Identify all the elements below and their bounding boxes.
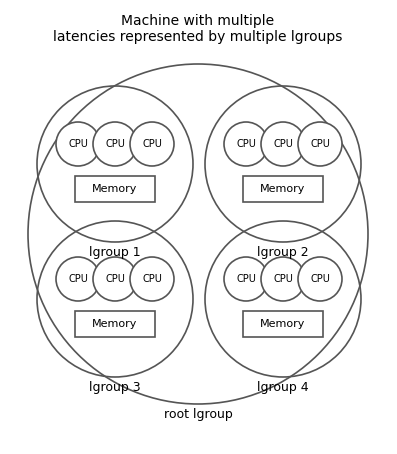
Text: CPU: CPU: [236, 274, 256, 284]
Circle shape: [130, 122, 174, 166]
FancyBboxPatch shape: [243, 176, 323, 202]
Circle shape: [298, 257, 342, 301]
Circle shape: [93, 257, 137, 301]
Text: CPU: CPU: [273, 274, 293, 284]
Text: CPU: CPU: [68, 274, 88, 284]
Circle shape: [56, 257, 100, 301]
Text: CPU: CPU: [273, 139, 293, 149]
Text: CPU: CPU: [68, 139, 88, 149]
Text: CPU: CPU: [142, 274, 162, 284]
Text: lgroup 1: lgroup 1: [89, 246, 141, 259]
Circle shape: [261, 257, 305, 301]
Circle shape: [130, 257, 174, 301]
Text: CPU: CPU: [310, 274, 330, 284]
FancyBboxPatch shape: [75, 311, 155, 337]
Text: Machine with multiple
latencies represented by multiple lgroups: Machine with multiple latencies represen…: [53, 14, 343, 44]
Circle shape: [224, 257, 268, 301]
Text: CPU: CPU: [105, 274, 125, 284]
Text: Memory: Memory: [93, 319, 138, 329]
Text: CPU: CPU: [142, 139, 162, 149]
Circle shape: [56, 122, 100, 166]
Circle shape: [261, 122, 305, 166]
Circle shape: [224, 122, 268, 166]
Text: Memory: Memory: [93, 184, 138, 194]
Text: Memory: Memory: [260, 184, 306, 194]
Text: Memory: Memory: [260, 319, 306, 329]
Text: lgroup 2: lgroup 2: [257, 246, 309, 259]
Circle shape: [93, 122, 137, 166]
Text: lgroup 3: lgroup 3: [89, 381, 141, 394]
Text: root lgroup: root lgroup: [164, 408, 232, 421]
Text: CPU: CPU: [236, 139, 256, 149]
Circle shape: [298, 122, 342, 166]
Text: lgroup 4: lgroup 4: [257, 381, 309, 394]
Text: CPU: CPU: [105, 139, 125, 149]
Text: CPU: CPU: [310, 139, 330, 149]
FancyBboxPatch shape: [243, 311, 323, 337]
FancyBboxPatch shape: [75, 176, 155, 202]
